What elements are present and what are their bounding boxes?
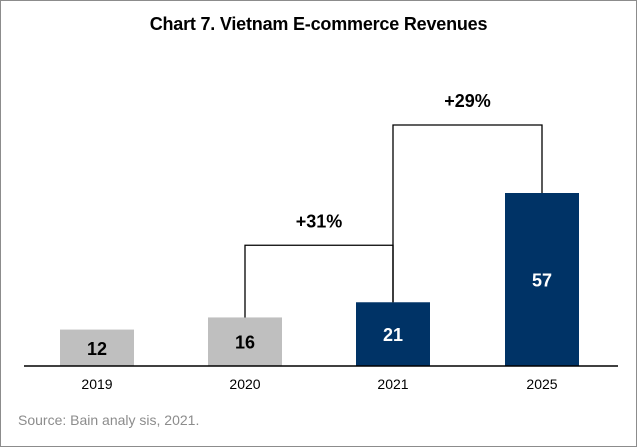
data-label-2025: 57 [532, 271, 552, 291]
bar-2025 [505, 193, 579, 366]
data-label-2021: 21 [383, 325, 403, 345]
growth-bracket-2021-2025 [392, 124, 543, 303]
growth-label-2020-2021: +31% [296, 211, 343, 231]
source-note: Source: Bain analy sis, 2021. [18, 412, 200, 428]
bar-2019 [60, 329, 134, 366]
x-tick-label-2019: 2019 [81, 376, 112, 392]
bar-2021 [356, 302, 430, 366]
growth-label-2021-2025: +29% [444, 91, 491, 111]
x-tick-label-2021: 2021 [377, 376, 408, 392]
data-label-2020: 16 [235, 333, 255, 353]
x-tick-label-2020: 2020 [229, 376, 260, 392]
chart-title: Chart 7. Vietnam E-commerce Revenues [149, 14, 488, 34]
bar-2020 [208, 317, 282, 366]
x-tick-label-2025: 2025 [526, 376, 557, 392]
data-label-2019: 12 [87, 339, 107, 359]
